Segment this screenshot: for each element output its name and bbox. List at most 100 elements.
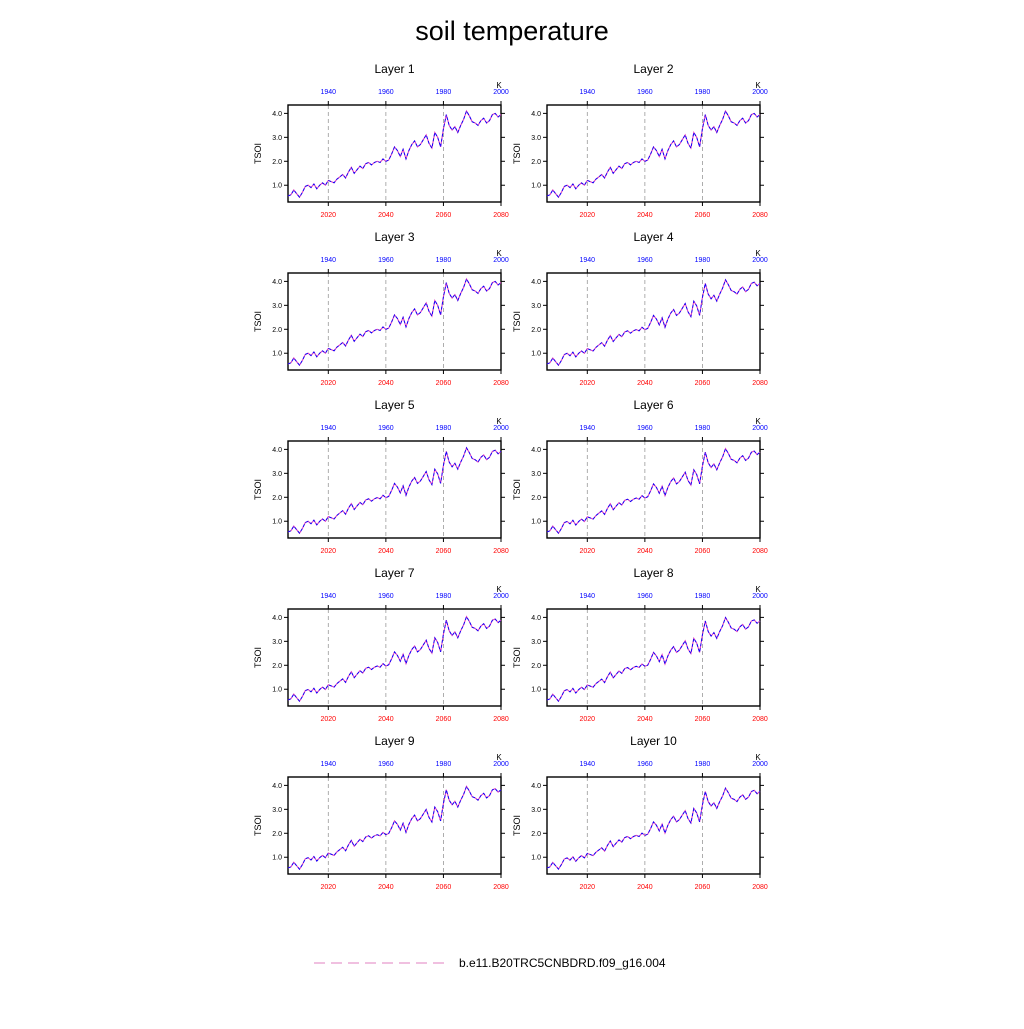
x-top-tick-label: 1980	[436, 425, 452, 432]
units-label: K	[755, 249, 761, 258]
x-tick-label: 2060	[695, 212, 711, 219]
x-top-tick-label: 2000	[752, 593, 768, 600]
y-axis-label: TSOI	[512, 479, 522, 500]
x-tick-label: 2060	[436, 380, 452, 387]
x-top-tick-label: 1960	[637, 593, 653, 600]
panel-title: Layer 4	[633, 230, 673, 244]
x-tick-label: 2020	[580, 380, 596, 387]
panel-title: Layer 9	[374, 734, 414, 748]
x-tick-label: 2060	[695, 884, 711, 891]
series-line	[546, 109, 761, 198]
y-tick-label: 3.0	[272, 807, 282, 814]
x-tick-label: 2020	[321, 716, 337, 723]
x-tick-label: 2060	[436, 548, 452, 555]
plot-frame	[546, 608, 761, 707]
y-axis-label: TSOI	[512, 815, 522, 836]
series-line	[546, 616, 761, 702]
plot-frame	[287, 608, 502, 707]
x-top-tick-label: 1960	[378, 593, 394, 600]
x-tick-label: 2060	[436, 884, 452, 891]
x-top-tick-label: 1940	[321, 761, 337, 768]
y-tick-label: 1.0	[272, 687, 282, 694]
x-top-tick-label: 1960	[378, 257, 394, 264]
y-tick-label: 2.0	[272, 327, 282, 334]
units-label: K	[496, 585, 502, 594]
y-tick-label: 4.0	[272, 615, 282, 622]
x-tick-label: 2040	[378, 380, 394, 387]
plot-frame	[287, 776, 502, 875]
x-tick-label: 2080	[493, 548, 509, 555]
panel-title: Layer 10	[630, 734, 677, 748]
panel-title: Layer 1	[374, 62, 414, 76]
x-tick-label: 2020	[580, 212, 596, 219]
y-tick-label: 1.0	[531, 351, 541, 358]
y-tick-label: 4.0	[272, 111, 282, 118]
y-tick-label: 1.0	[272, 183, 282, 190]
y-tick-label: 4.0	[531, 783, 541, 790]
y-tick-label: 4.0	[272, 447, 282, 454]
x-top-tick-label: 1940	[580, 257, 596, 264]
legend-label: b.e11.B20TRC5CNBDRD.f09_g16.004	[459, 956, 666, 970]
x-tick-label: 2060	[695, 548, 711, 555]
x-top-tick-label: 1960	[378, 89, 394, 96]
x-tick-label: 2020	[321, 380, 337, 387]
x-tick-label: 2080	[752, 212, 768, 219]
units-label: K	[755, 417, 761, 426]
x-tick-label: 2040	[637, 884, 653, 891]
x-tick-label: 2040	[378, 548, 394, 555]
x-tick-label: 2040	[378, 884, 394, 891]
x-tick-label: 2060	[436, 716, 452, 723]
series-line-secondary	[287, 446, 502, 535]
x-top-tick-label: 1940	[321, 425, 337, 432]
x-top-tick-label: 1940	[321, 593, 337, 600]
x-tick-label: 2020	[580, 716, 596, 723]
x-top-tick-label: 1940	[580, 761, 596, 768]
y-tick-label: 1.0	[272, 855, 282, 862]
x-top-tick-label: 1960	[637, 257, 653, 264]
x-top-tick-label: 1960	[637, 761, 653, 768]
y-tick-label: 2.0	[272, 495, 282, 502]
x-tick-label: 2080	[493, 716, 509, 723]
panel-title: Layer 5	[374, 398, 414, 412]
series-line	[546, 278, 761, 366]
x-tick-label: 2080	[752, 380, 768, 387]
x-tick-label: 2020	[321, 548, 337, 555]
series-line-secondary	[546, 616, 761, 703]
y-tick-label: 3.0	[531, 807, 541, 814]
x-top-tick-label: 1940	[321, 257, 337, 264]
x-tick-label: 2080	[752, 716, 768, 723]
y-tick-label: 3.0	[272, 471, 282, 478]
y-tick-label: 1.0	[531, 519, 541, 526]
y-axis-label: TSOI	[253, 647, 263, 668]
x-tick-label: 2040	[378, 212, 394, 219]
x-top-tick-label: 2000	[752, 425, 768, 432]
plot-frame	[287, 104, 502, 203]
series-line-secondary	[546, 447, 761, 535]
x-top-tick-label: 1980	[695, 89, 711, 96]
y-tick-label: 3.0	[272, 639, 282, 646]
y-tick-label: 4.0	[272, 279, 282, 286]
x-top-tick-label: 2000	[493, 593, 509, 600]
x-tick-label: 2020	[321, 212, 337, 219]
series-line	[287, 785, 502, 870]
panel-title: Layer 8	[633, 566, 673, 580]
x-top-tick-label: 1980	[695, 761, 711, 768]
x-top-tick-label: 1940	[580, 593, 596, 600]
x-tick-label: 2080	[493, 884, 509, 891]
units-label: K	[496, 753, 502, 762]
y-tick-label: 2.0	[531, 327, 541, 334]
series-line	[287, 615, 502, 702]
y-tick-label: 1.0	[272, 519, 282, 526]
units-label: K	[755, 81, 761, 90]
x-top-tick-label: 2000	[752, 257, 768, 264]
y-tick-label: 2.0	[272, 831, 282, 838]
units-label: K	[496, 417, 502, 426]
series-line	[546, 447, 761, 534]
x-tick-label: 2080	[493, 380, 509, 387]
y-tick-label: 2.0	[272, 159, 282, 166]
x-top-tick-label: 1960	[637, 425, 653, 432]
x-top-tick-label: 2000	[493, 761, 509, 768]
plot-frame	[546, 776, 761, 875]
x-tick-label: 2040	[637, 716, 653, 723]
